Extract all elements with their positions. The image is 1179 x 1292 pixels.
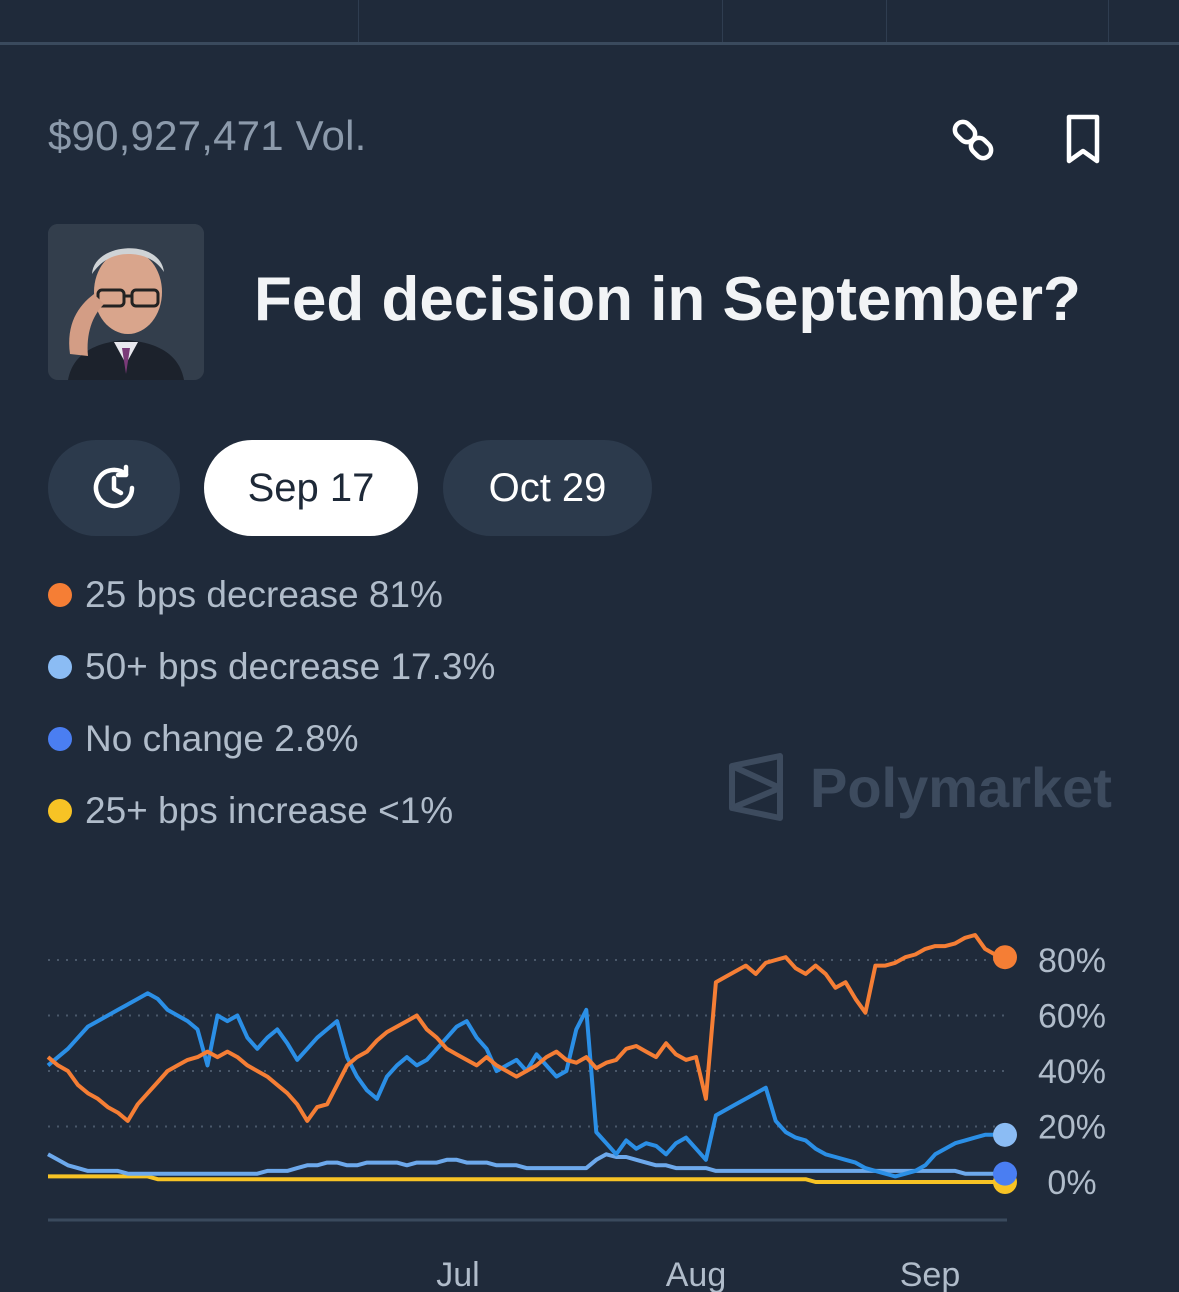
legend-label: 50+ bps decrease 17.3% <box>85 646 496 687</box>
y-tick-label: 80% <box>1038 942 1106 980</box>
bookmark-icon <box>1066 114 1100 164</box>
legend-label: 25+ bps increase <1% <box>85 790 454 831</box>
legend-dot <box>48 727 72 751</box>
y-tick-label: 0% <box>1047 1164 1096 1202</box>
legend-item-25bps-increase: 25+ bps increase <1% <box>48 790 453 832</box>
polymarket-logo-icon <box>729 753 783 821</box>
tab-divider <box>358 0 359 42</box>
x-tick-label: Jul <box>436 1256 479 1292</box>
series-end-dot-0 <box>993 945 1017 970</box>
legend-item-no-change: No change 2.8% <box>48 718 359 760</box>
tab-divider <box>886 0 887 42</box>
legend-dot <box>48 583 72 607</box>
market-volume: $90,927,471 Vol. <box>48 112 367 159</box>
y-tick-label: 40% <box>1038 1053 1106 1091</box>
probability-chart: 80% 60% 40% 20% 0% Jul Aug Sep <box>46 933 1106 1292</box>
history-clock-icon <box>93 464 135 509</box>
bookmark-button[interactable] <box>1055 112 1111 168</box>
x-tick-label: Aug <box>666 1256 727 1292</box>
tab-oct-29[interactable]: Oct 29 <box>443 440 652 536</box>
series-line-3 <box>48 1174 1005 1184</box>
copy-link-button[interactable] <box>946 112 1002 168</box>
x-tick-label: Sep <box>900 1256 961 1292</box>
top-tab-strip <box>0 0 1179 45</box>
legend-dot <box>48 799 72 823</box>
legend-dot <box>48 655 72 679</box>
series-line-0 <box>46 933 1006 1123</box>
watermark-text: Polymarket <box>810 755 1112 819</box>
legend-item-25bps-decrease: 25 bps decrease 81% <box>48 574 443 616</box>
tab-divider <box>1108 0 1109 42</box>
portrait-avatar <box>48 224 204 380</box>
tab-divider <box>722 0 723 42</box>
series-end-dot-1 <box>993 1122 1017 1147</box>
market-title: Fed decision in September? <box>254 265 1081 334</box>
market-avatar <box>48 224 204 380</box>
link-icon <box>952 119 994 161</box>
y-tick-label: 20% <box>1038 1109 1106 1147</box>
series-end-dot-2 <box>993 1161 1017 1186</box>
legend-label: 25 bps decrease 81% <box>85 574 443 615</box>
series-line-1 <box>46 991 1005 1179</box>
legend-item-50bps-decrease: 50+ bps decrease 17.3% <box>48 646 495 688</box>
y-tick-label: 60% <box>1038 998 1106 1036</box>
polymarket-watermark: Polymarket <box>724 752 1112 822</box>
legend-label: No change 2.8% <box>85 718 359 759</box>
tab-sep-17[interactable]: Sep 17 <box>204 440 418 536</box>
history-button[interactable] <box>48 440 180 536</box>
series-line-2 <box>47 1152 1005 1176</box>
